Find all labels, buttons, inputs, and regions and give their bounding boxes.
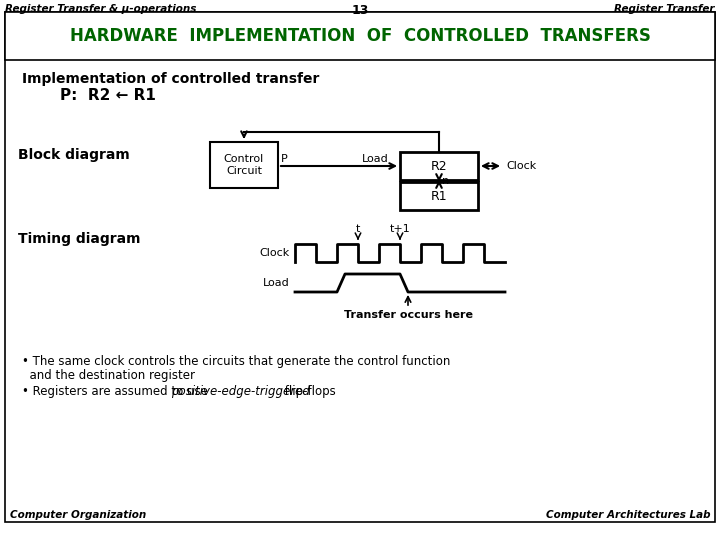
Bar bbox=[5, 12, 715, 60]
Text: P: P bbox=[281, 154, 288, 164]
Bar bbox=[400, 152, 478, 180]
Text: Implementation of controlled transfer: Implementation of controlled transfer bbox=[22, 72, 320, 86]
Text: R2: R2 bbox=[431, 159, 447, 172]
Text: Timing diagram: Timing diagram bbox=[18, 232, 140, 246]
Text: HARDWARE  IMPLEMENTATION  OF  CONTROLLED  TRANSFERS: HARDWARE IMPLEMENTATION OF CONTROLLED TR… bbox=[70, 27, 650, 45]
Text: Computer Architectures Lab: Computer Architectures Lab bbox=[546, 510, 710, 520]
Text: flip-flops: flip-flops bbox=[282, 385, 336, 398]
Text: R1: R1 bbox=[431, 190, 447, 202]
Text: Transfer occurs here: Transfer occurs here bbox=[343, 310, 472, 320]
Text: Register Transfer: Register Transfer bbox=[614, 4, 715, 14]
Text: Computer Organization: Computer Organization bbox=[10, 510, 146, 520]
Text: 13: 13 bbox=[351, 4, 369, 17]
Text: • The same clock controls the circuits that generate the control function: • The same clock controls the circuits t… bbox=[22, 355, 451, 368]
Text: Block diagram: Block diagram bbox=[18, 148, 130, 162]
Text: Load: Load bbox=[264, 278, 290, 288]
Text: Clock: Clock bbox=[506, 161, 536, 171]
Text: Control
Circuit: Control Circuit bbox=[224, 154, 264, 176]
Text: t+1: t+1 bbox=[390, 224, 410, 234]
Text: Register Transfer & μ-operations: Register Transfer & μ-operations bbox=[5, 4, 197, 14]
Text: and the destination register: and the destination register bbox=[22, 369, 195, 382]
Bar bbox=[400, 182, 478, 210]
Text: • Registers are assumed to use: • Registers are assumed to use bbox=[22, 385, 212, 398]
Text: positive-edge-triggered: positive-edge-triggered bbox=[171, 385, 310, 398]
Text: n: n bbox=[442, 176, 449, 186]
Text: Load: Load bbox=[362, 154, 389, 164]
Text: P:  R2 ← R1: P: R2 ← R1 bbox=[60, 88, 156, 103]
Bar bbox=[210, 142, 278, 188]
Text: t: t bbox=[356, 224, 360, 234]
Text: Clock: Clock bbox=[260, 248, 290, 258]
